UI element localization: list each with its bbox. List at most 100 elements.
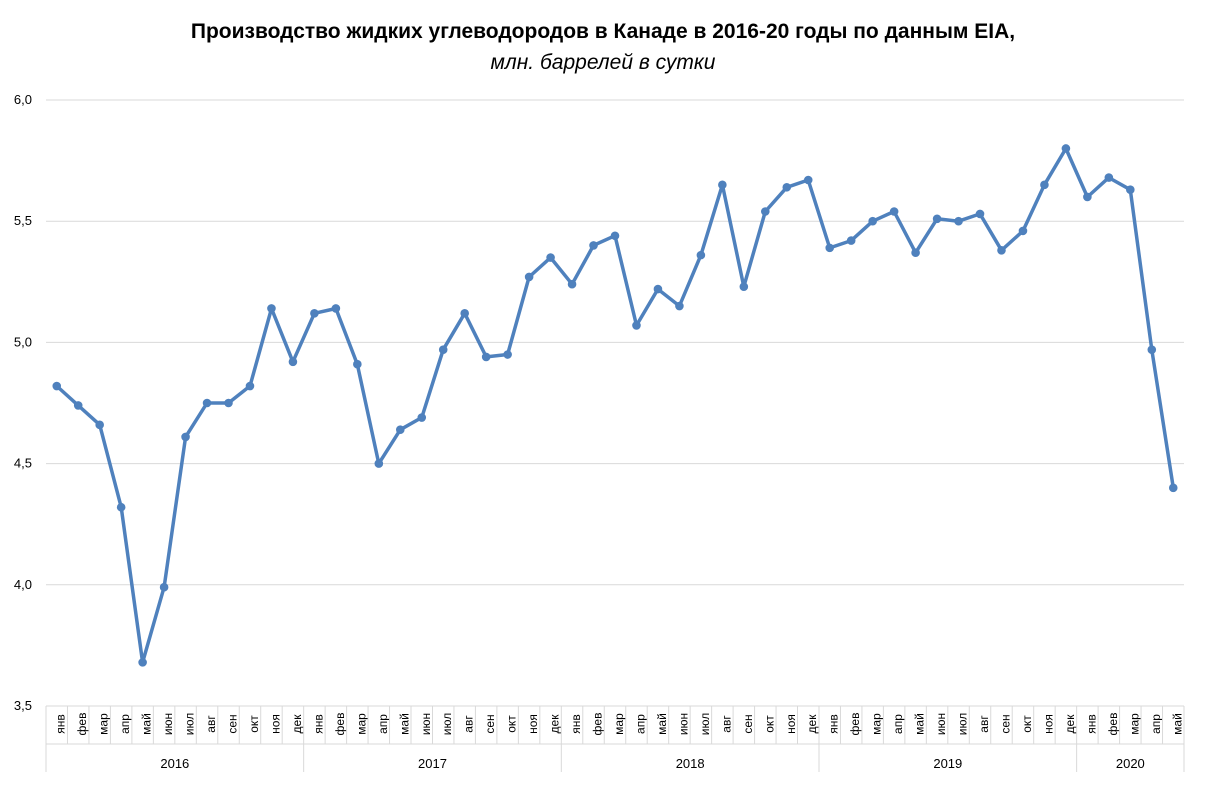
x-tick-label: июн bbox=[676, 713, 690, 735]
data-point bbox=[1018, 226, 1028, 236]
data-point bbox=[589, 241, 598, 250]
data-point bbox=[245, 381, 255, 391]
data-point bbox=[138, 658, 147, 667]
x-tick-label: апр bbox=[891, 714, 905, 734]
x-tick-label: июл bbox=[440, 713, 454, 735]
x-tick-label: апр bbox=[376, 714, 390, 734]
x-tick-label: фев bbox=[333, 713, 347, 736]
y-tick-label: 4,0 bbox=[14, 577, 32, 592]
data-point bbox=[1040, 180, 1049, 190]
series-line-path bbox=[54, 146, 1176, 665]
x-tick-label: авг bbox=[977, 715, 991, 733]
x-tick-label: ноя bbox=[526, 714, 540, 734]
x-tick-label: апр bbox=[633, 714, 647, 734]
x-tick-label: фев bbox=[1106, 713, 1120, 736]
data-point bbox=[460, 309, 469, 318]
x-tick-label: фев bbox=[75, 713, 89, 736]
x-tick-label: июл bbox=[183, 713, 197, 735]
y-axis-ticks: 3,5 4,0 4,5 5,0 5,5 6,0 bbox=[14, 92, 32, 713]
x-tick-label: апр bbox=[1149, 714, 1163, 734]
x-tick-label: янв bbox=[311, 714, 325, 734]
data-point bbox=[374, 459, 384, 468]
x-tick-label: окт bbox=[505, 715, 519, 733]
x-tick-label: май bbox=[655, 713, 669, 735]
x-tick-label: окт bbox=[1020, 715, 1034, 733]
x-tick-label: мар bbox=[612, 713, 626, 735]
data-point bbox=[610, 231, 620, 241]
data-point bbox=[696, 250, 706, 260]
x-tick-label: ноя bbox=[784, 714, 798, 734]
data-point bbox=[911, 248, 920, 258]
x-tick-label: сен bbox=[998, 714, 1012, 733]
data-point bbox=[997, 245, 1006, 255]
data-point bbox=[181, 432, 190, 442]
x-tick-label: авг bbox=[204, 715, 218, 733]
data-point bbox=[159, 582, 169, 592]
x-tick-label: июн bbox=[419, 713, 433, 735]
x-tick-label: май bbox=[397, 713, 411, 735]
year-label: 2016 bbox=[160, 756, 189, 771]
data-point bbox=[267, 304, 276, 313]
data-point bbox=[1168, 483, 1178, 493]
data-point bbox=[481, 352, 491, 362]
x-tick-label: дек bbox=[548, 714, 562, 734]
data-point bbox=[1104, 173, 1114, 182]
y-tick-label: 4,5 bbox=[14, 456, 32, 471]
data-point bbox=[975, 209, 985, 219]
x-tick-label: фев bbox=[591, 713, 605, 736]
year-label: 2018 bbox=[676, 756, 705, 771]
x-tick-label: дек bbox=[805, 714, 819, 734]
data-point bbox=[653, 284, 663, 294]
chart-subtitle: млн. баррелей в сутки bbox=[490, 51, 716, 74]
data-point bbox=[1061, 144, 1071, 153]
x-tick-label: мар bbox=[1127, 713, 1141, 735]
y-tick-label: 5,0 bbox=[14, 334, 32, 349]
data-point bbox=[202, 398, 212, 408]
data-point bbox=[782, 182, 792, 192]
x-tick-label: янв bbox=[54, 714, 68, 734]
x-tick-label: май bbox=[1170, 713, 1184, 735]
data-point bbox=[438, 345, 448, 354]
data-point bbox=[954, 216, 963, 226]
x-tick-label: янв bbox=[1084, 714, 1098, 734]
data-point bbox=[224, 398, 233, 408]
data-point bbox=[761, 207, 770, 216]
x-tick-label: ноя bbox=[268, 714, 282, 734]
data-point bbox=[718, 180, 727, 190]
series-line bbox=[54, 146, 1176, 665]
data-point bbox=[1083, 192, 1092, 202]
x-tick-label: ноя bbox=[1041, 714, 1055, 734]
data-point bbox=[1126, 185, 1135, 194]
year-label: 2020 bbox=[1116, 756, 1145, 771]
data-point bbox=[739, 282, 749, 291]
y-tick-label: 6,0 bbox=[14, 92, 32, 107]
data-point bbox=[353, 359, 362, 369]
x-tick-label: янв bbox=[569, 714, 583, 734]
data-point bbox=[524, 272, 534, 282]
x-tick-label: авг bbox=[462, 715, 476, 733]
x-tick-label: апр bbox=[118, 714, 132, 734]
y-tick-label: 5,5 bbox=[14, 213, 32, 228]
data-point bbox=[567, 279, 577, 289]
x-tick-label: янв bbox=[827, 714, 841, 734]
data-point bbox=[52, 381, 62, 391]
data-point bbox=[116, 502, 126, 512]
data-point bbox=[1147, 345, 1157, 354]
x-tick-label: дек bbox=[290, 714, 304, 734]
x-tick-label: сен bbox=[226, 714, 240, 733]
chart-title: Производство жидких углеводородов в Кана… bbox=[190, 20, 1016, 43]
x-tick-label: окт bbox=[247, 715, 261, 733]
data-point bbox=[417, 413, 427, 422]
x-tick-label: май bbox=[913, 713, 927, 735]
data-point bbox=[868, 216, 877, 226]
x-tick-label: июл bbox=[698, 713, 712, 735]
series-points bbox=[52, 144, 1178, 667]
data-point bbox=[825, 243, 835, 253]
x-axis: янв фев мар апр май июн июл авг сен окт ноя дек2016… bbox=[45, 705, 1185, 772]
data-point bbox=[310, 309, 319, 318]
data-point bbox=[889, 207, 899, 216]
x-tick-label: май bbox=[140, 713, 154, 735]
data-point bbox=[632, 321, 641, 330]
x-tick-label: июн bbox=[161, 713, 175, 735]
